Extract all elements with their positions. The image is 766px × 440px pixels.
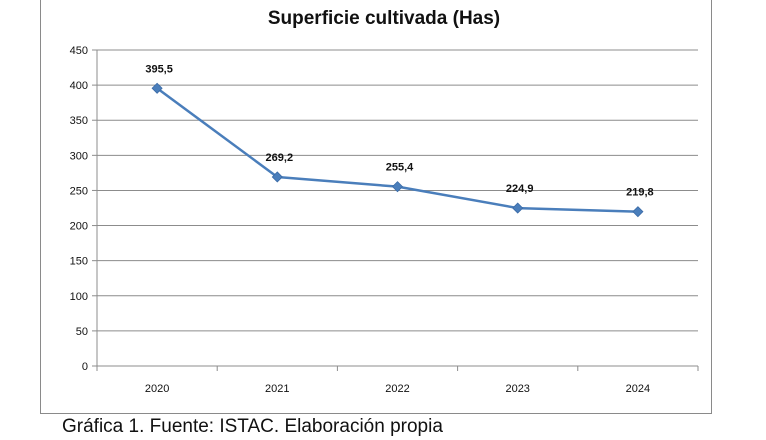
data-point-marker	[151, 82, 163, 94]
y-tick-label: 250	[70, 185, 88, 197]
data-point-marker	[512, 202, 524, 214]
x-tick-label: 2022	[385, 383, 409, 395]
y-tick-label: 100	[70, 291, 88, 303]
chart-caption: Gráfica 1. Fuente: ISTAC. Elaboración pr…	[62, 416, 443, 437]
x-tick-label: 2024	[626, 383, 650, 395]
y-axis-ticks: 0 50 100 150 200 250 300 350 400 450	[70, 45, 88, 373]
y-tick-label: 400	[70, 80, 88, 92]
y-tick-label: 0	[82, 361, 88, 373]
y-tick-label: 200	[70, 221, 88, 233]
chart-frame	[40, 0, 712, 414]
x-tick-label: 2020	[145, 383, 169, 395]
y-tick-label: 50	[76, 326, 88, 338]
y-tick-label: 450	[70, 45, 88, 57]
axes	[92, 49, 699, 371]
y-tick-label: 350	[70, 115, 88, 127]
data-label: 269,2	[266, 152, 294, 164]
data-point-marker	[632, 206, 644, 218]
series-line	[156, 87, 638, 213]
data-label: 219,8	[626, 187, 654, 199]
y-tick-label: 150	[70, 256, 88, 268]
chart-title: Superficie cultivada (Has)	[268, 8, 500, 29]
data-label: 255,4	[386, 162, 414, 174]
x-tick-label: 2023	[505, 383, 529, 395]
x-tick-label: 2021	[265, 383, 289, 395]
x-axis-ticks: 2020 2021 2022 2023 2024	[145, 383, 650, 395]
data-point-marker	[391, 181, 404, 193]
data-label: 395,5	[145, 63, 173, 75]
data-labels: 395,5 269,2 255,4 224,9 219,8	[145, 63, 653, 198]
data-point-marker	[271, 171, 283, 183]
line-chart: Superficie cultivada (Has) 0 50 100 150 200 2…	[70, 8, 699, 395]
data-label: 224,9	[506, 183, 534, 195]
y-tick-label: 300	[70, 150, 88, 162]
series	[151, 82, 644, 218]
